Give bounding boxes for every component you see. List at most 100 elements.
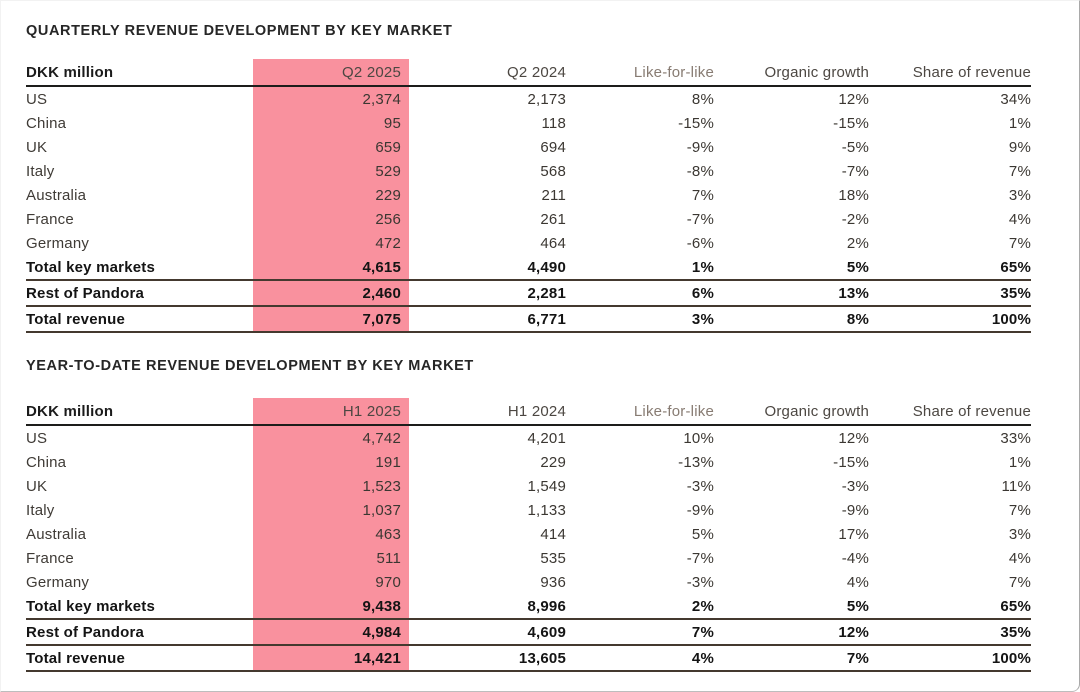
cell-q2-2025: 256 <box>253 207 409 231</box>
row-total-key-markets: Total key markets 9,438 8,996 2% 5% 65% <box>26 594 1031 619</box>
cell-like-for-like: 1% <box>691 258 714 276</box>
row-uk: UK 1,523 1,549 -3% -3% 11% <box>26 474 1031 498</box>
cell-organic-growth: -9% <box>841 501 869 519</box>
cell-organic-growth: 17% <box>838 525 869 543</box>
cell-h1-2024: 8,996 <box>527 597 566 615</box>
cell-q2-2025: 2,374 <box>253 86 409 111</box>
quarterly-section-title: QUARTERLY REVENUE DEVELOPMENT BY KEY MAR… <box>26 23 453 39</box>
cell-like-for-like: 3% <box>691 310 714 328</box>
cell-like-for-like: -6% <box>686 234 714 252</box>
cell-q2-2025: 659 <box>253 135 409 159</box>
column-header-organic-growth: Organic growth <box>764 63 869 81</box>
cell-organic-growth: 13% <box>838 284 869 302</box>
cell-like-for-like: -9% <box>686 501 714 519</box>
ytd-header-row: DKK million H1 2025 H1 2024 Like-for-lik… <box>26 398 1031 425</box>
cell-organic-growth: -5% <box>841 138 869 156</box>
cell-q2-2024: 694 <box>540 138 566 156</box>
cell-organic-growth: -15% <box>833 114 869 132</box>
market-label: China <box>26 114 67 132</box>
row-germany: Germany 970 936 -3% 4% 7% <box>26 570 1031 594</box>
quarterly-revenue-table: DKK million Q2 2025 Q2 2024 Like-for-lik… <box>26 59 1031 333</box>
cell-q2-2024: 4,490 <box>527 258 566 276</box>
cell-share-of-revenue: 4% <box>1008 549 1031 567</box>
cell-share-of-revenue: 11% <box>1001 477 1031 495</box>
cell-organic-growth: 18% <box>838 186 869 204</box>
cell-like-for-like: 7% <box>691 623 714 641</box>
cell-h1-2024: 13,605 <box>518 649 566 667</box>
row-italy: Italy 529 568 -8% -7% 7% <box>26 159 1031 183</box>
cell-q2-2024: 464 <box>540 234 566 252</box>
cell-q2-2025: 529 <box>253 159 409 183</box>
cell-share-of-revenue: 9% <box>1008 138 1031 156</box>
cell-organic-growth: 4% <box>846 573 869 591</box>
cell-h1-2024: 4,609 <box>527 623 566 641</box>
cell-share-of-revenue: 1% <box>1008 453 1031 471</box>
cell-q2-2025: 95 <box>253 111 409 135</box>
cell-h1-2024: 1,133 <box>527 501 566 519</box>
cell-organic-growth: 5% <box>846 597 869 615</box>
row-australia: Australia 229 211 7% 18% 3% <box>26 183 1031 207</box>
market-label: Total key markets <box>26 258 156 276</box>
cell-h1-2025: 191 <box>253 450 409 474</box>
row-total-revenue: Total revenue 7,075 6,771 3% 8% 100% <box>26 306 1031 332</box>
row-total-key-markets: Total key markets 4,615 4,490 1% 5% 65% <box>26 255 1031 280</box>
cell-like-for-like: -3% <box>686 477 714 495</box>
cell-share-of-revenue: 4% <box>1008 210 1031 228</box>
cell-q2-2025: 7,075 <box>253 306 409 332</box>
market-label: UK <box>26 477 48 495</box>
cell-h1-2025: 9,438 <box>253 594 409 619</box>
column-header-h1-2025: H1 2025 <box>253 398 409 425</box>
cell-h1-2024: 229 <box>540 453 566 471</box>
row-uk: UK 659 694 -9% -5% 9% <box>26 135 1031 159</box>
cell-q2-2024: 2,281 <box>527 284 566 302</box>
row-us: US 2,374 2,173 8% 12% 34% <box>26 86 1031 111</box>
market-label: Total key markets <box>26 597 156 615</box>
cell-share-of-revenue: 34% <box>1000 90 1031 108</box>
cell-like-for-like: -13% <box>678 453 714 471</box>
market-label: Rest of Pandora <box>26 284 145 302</box>
market-label: US <box>26 90 48 108</box>
cell-share-of-revenue: 7% <box>1008 573 1031 591</box>
row-italy: Italy 1,037 1,133 -9% -9% 7% <box>26 498 1031 522</box>
column-header-share-of-revenue: Share of revenue <box>912 63 1031 81</box>
cell-organic-growth: 2% <box>846 234 869 252</box>
cell-h1-2025: 14,421 <box>253 645 409 671</box>
cell-share-of-revenue: 3% <box>1008 525 1031 543</box>
cell-organic-growth: -2% <box>841 210 869 228</box>
cell-q2-2025: 229 <box>253 183 409 207</box>
cell-h1-2025: 1,037 <box>253 498 409 522</box>
cell-h1-2025: 4,984 <box>253 619 409 645</box>
cell-organic-growth: 8% <box>846 310 869 328</box>
cell-q2-2025: 2,460 <box>253 280 409 306</box>
cell-like-for-like: 7% <box>691 186 714 204</box>
quarterly-header-row: DKK million Q2 2025 Q2 2024 Like-for-lik… <box>26 59 1031 86</box>
row-france: France 511 535 -7% -4% 4% <box>26 546 1031 570</box>
cell-like-for-like: -15% <box>678 114 714 132</box>
cell-h1-2024: 535 <box>540 549 566 567</box>
cell-h1-2025: 4,742 <box>253 425 409 450</box>
row-australia: Australia 463 414 5% 17% 3% <box>26 522 1031 546</box>
column-header-dkk-million: DKK million <box>26 402 114 420</box>
market-label: Total revenue <box>26 649 126 667</box>
cell-h1-2024: 1,549 <box>527 477 566 495</box>
row-rest-of-pandora: Rest of Pandora 4,984 4,609 7% 12% 35% <box>26 619 1031 645</box>
cell-q2-2024: 2,173 <box>527 90 566 108</box>
cell-like-for-like: 5% <box>691 525 714 543</box>
cell-like-for-like: 2% <box>691 597 714 615</box>
cell-organic-growth: 12% <box>838 623 869 641</box>
cell-like-for-like: -3% <box>686 573 714 591</box>
cell-share-of-revenue: 1% <box>1008 114 1031 132</box>
cell-share-of-revenue: 65% <box>1000 258 1031 276</box>
row-us: US 4,742 4,201 10% 12% 33% <box>26 425 1031 450</box>
cell-like-for-like: 6% <box>691 284 714 302</box>
cell-like-for-like: 8% <box>691 90 714 108</box>
cell-q2-2024: 211 <box>541 186 566 204</box>
market-label: Germany <box>26 573 90 591</box>
cell-organic-growth: -4% <box>841 549 869 567</box>
cell-h1-2025: 463 <box>253 522 409 546</box>
column-header-q2-2024: Q2 2024 <box>507 63 566 81</box>
market-label: US <box>26 429 48 447</box>
cell-h1-2025: 1,523 <box>253 474 409 498</box>
cell-h1-2025: 970 <box>253 570 409 594</box>
cell-q2-2024: 568 <box>540 162 566 180</box>
